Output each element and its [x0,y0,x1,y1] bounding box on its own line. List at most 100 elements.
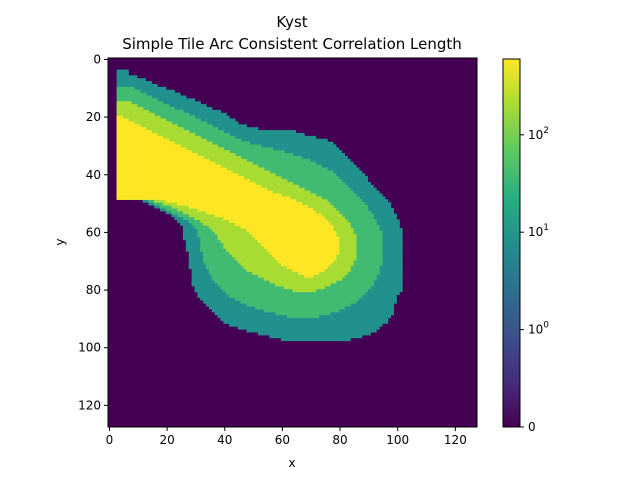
heatmap-cell-row [286,314,320,319]
heatmap-cell-row [116,141,175,146]
y-tick-label: 0 [93,52,101,66]
heatmap-cell-row [272,254,337,258]
heatmap-cell-row [116,170,233,174]
heatmap-cell-row [116,107,175,111]
heatmap-cell-row [286,265,328,270]
heatmap-cell-row [116,78,147,82]
heatmap-cell-row [116,115,124,120]
heatmap-cell-row [283,285,325,290]
heatmap-cell-row [116,109,149,114]
heatmap-cell-row [116,124,178,128]
colorbar-tick-label: 100 [528,321,549,337]
x-tick-label: 80 [332,433,347,447]
heatmap-cell-row [257,239,340,244]
heatmap-cell-row [298,271,320,275]
x-tick-label: 0 [106,433,114,447]
heatmap-cell-row [116,153,198,157]
heatmap-cell-row [116,130,152,134]
heatmap-cell-row [246,228,334,232]
heatmap-cell-row [116,86,135,91]
heatmap-cell-row [292,268,325,272]
heatmap-cell-row [240,300,357,304]
heatmap-cell-row [246,303,351,307]
colorbar-tick-label: 102 [528,126,549,142]
heatmap-cell-row [269,334,363,339]
heatmap-cell-row [116,167,227,172]
y-axis-label: y [53,238,67,245]
heatmap-cell-row [260,242,340,246]
y-tick-label: 40 [86,168,101,182]
heatmap-cell-row [116,101,164,105]
heatmap-cell-row [116,92,147,97]
heatmap-cell-row [263,308,340,313]
heatmap-cell-row [280,337,351,342]
heatmap-cell-row [116,109,184,114]
heatmap-cell-row [223,320,389,324]
heatmap-cell-row [116,147,187,151]
heatmap-cell-row [116,138,170,143]
x-tick-label: 100 [386,433,409,447]
heatmap-cell-row [116,104,170,108]
heatmap-cell-row [237,326,380,330]
heatmap-cell-row [234,297,360,301]
heatmap-cell-row [116,83,158,88]
heatmap-cell-row [206,210,317,215]
colorbar-ticks: 0 100 101 102 [520,126,549,434]
heatmap-cell-row [269,279,337,284]
heatmap-cell-row [252,233,337,238]
heatmap-cell-row [116,121,173,125]
heatmap-cell-row [116,190,273,195]
heatmap-cell-row [116,196,291,200]
heatmap-cell-row [280,262,331,267]
heatmap-cell-row [116,95,152,99]
heatmap-cell-row [229,219,328,223]
heatmap-cell-row [266,248,340,252]
heatmap-cell-row [116,179,250,183]
x-tick-label: 120 [444,433,467,447]
heatmap-cell-row [116,98,158,102]
heatmap-cell-row [116,118,129,123]
colorbar-tick-label: 101 [528,223,549,239]
chart-subtitle: Simple Tile Arc Consistent Correlation L… [122,35,462,53]
heatmap-cell-row [116,187,268,192]
heatmap-cell-row [116,135,164,140]
heatmap-cell-row [116,107,144,111]
heatmap-cell-row [116,164,222,169]
heatmap-cell-row [177,202,302,206]
colorbar [502,58,521,428]
heatmap-cell-row [269,251,340,255]
heatmap-cell-row [116,161,216,166]
heatmap-cell-row [116,112,155,117]
heatmap-cell-row [165,199,296,203]
heatmap-cell-row [116,101,132,105]
heatmap-cell-row [249,230,337,235]
x-tick-label: 40 [217,433,232,447]
heatmap-cell-row [275,282,331,287]
heatmap-cell-row [116,124,141,128]
heatmap-cell-row [116,89,141,94]
heatmap-cell-row [223,216,325,221]
x-tick-label: 60 [275,433,290,447]
heatmap-cell-row [116,158,210,163]
heatmap-cell-row [226,291,366,295]
x-axis-label: x [288,456,295,470]
heatmap-cell-row [304,274,314,278]
heatmap-cell-row [116,144,181,148]
heatmap-cell-row [116,104,138,108]
heatmap-cell-row [255,236,340,241]
heatmap-cell-row [116,173,239,177]
heatmap-cell-row [255,305,345,310]
heatmap-cell-row [116,127,184,131]
heatmap-cell-row [116,181,256,186]
y-tick-label: 20 [86,110,101,124]
heatmap-cell-row [116,72,129,76]
heatmap-cell-row [263,277,343,281]
heatmap-cell-row [116,118,167,123]
heatmap-cell-row [275,311,331,316]
heatmap-cell-row [229,294,363,298]
heatmap-cell-row [116,81,152,85]
heatmap-cell-row [116,75,138,79]
heatmap-cell-row [263,245,340,249]
